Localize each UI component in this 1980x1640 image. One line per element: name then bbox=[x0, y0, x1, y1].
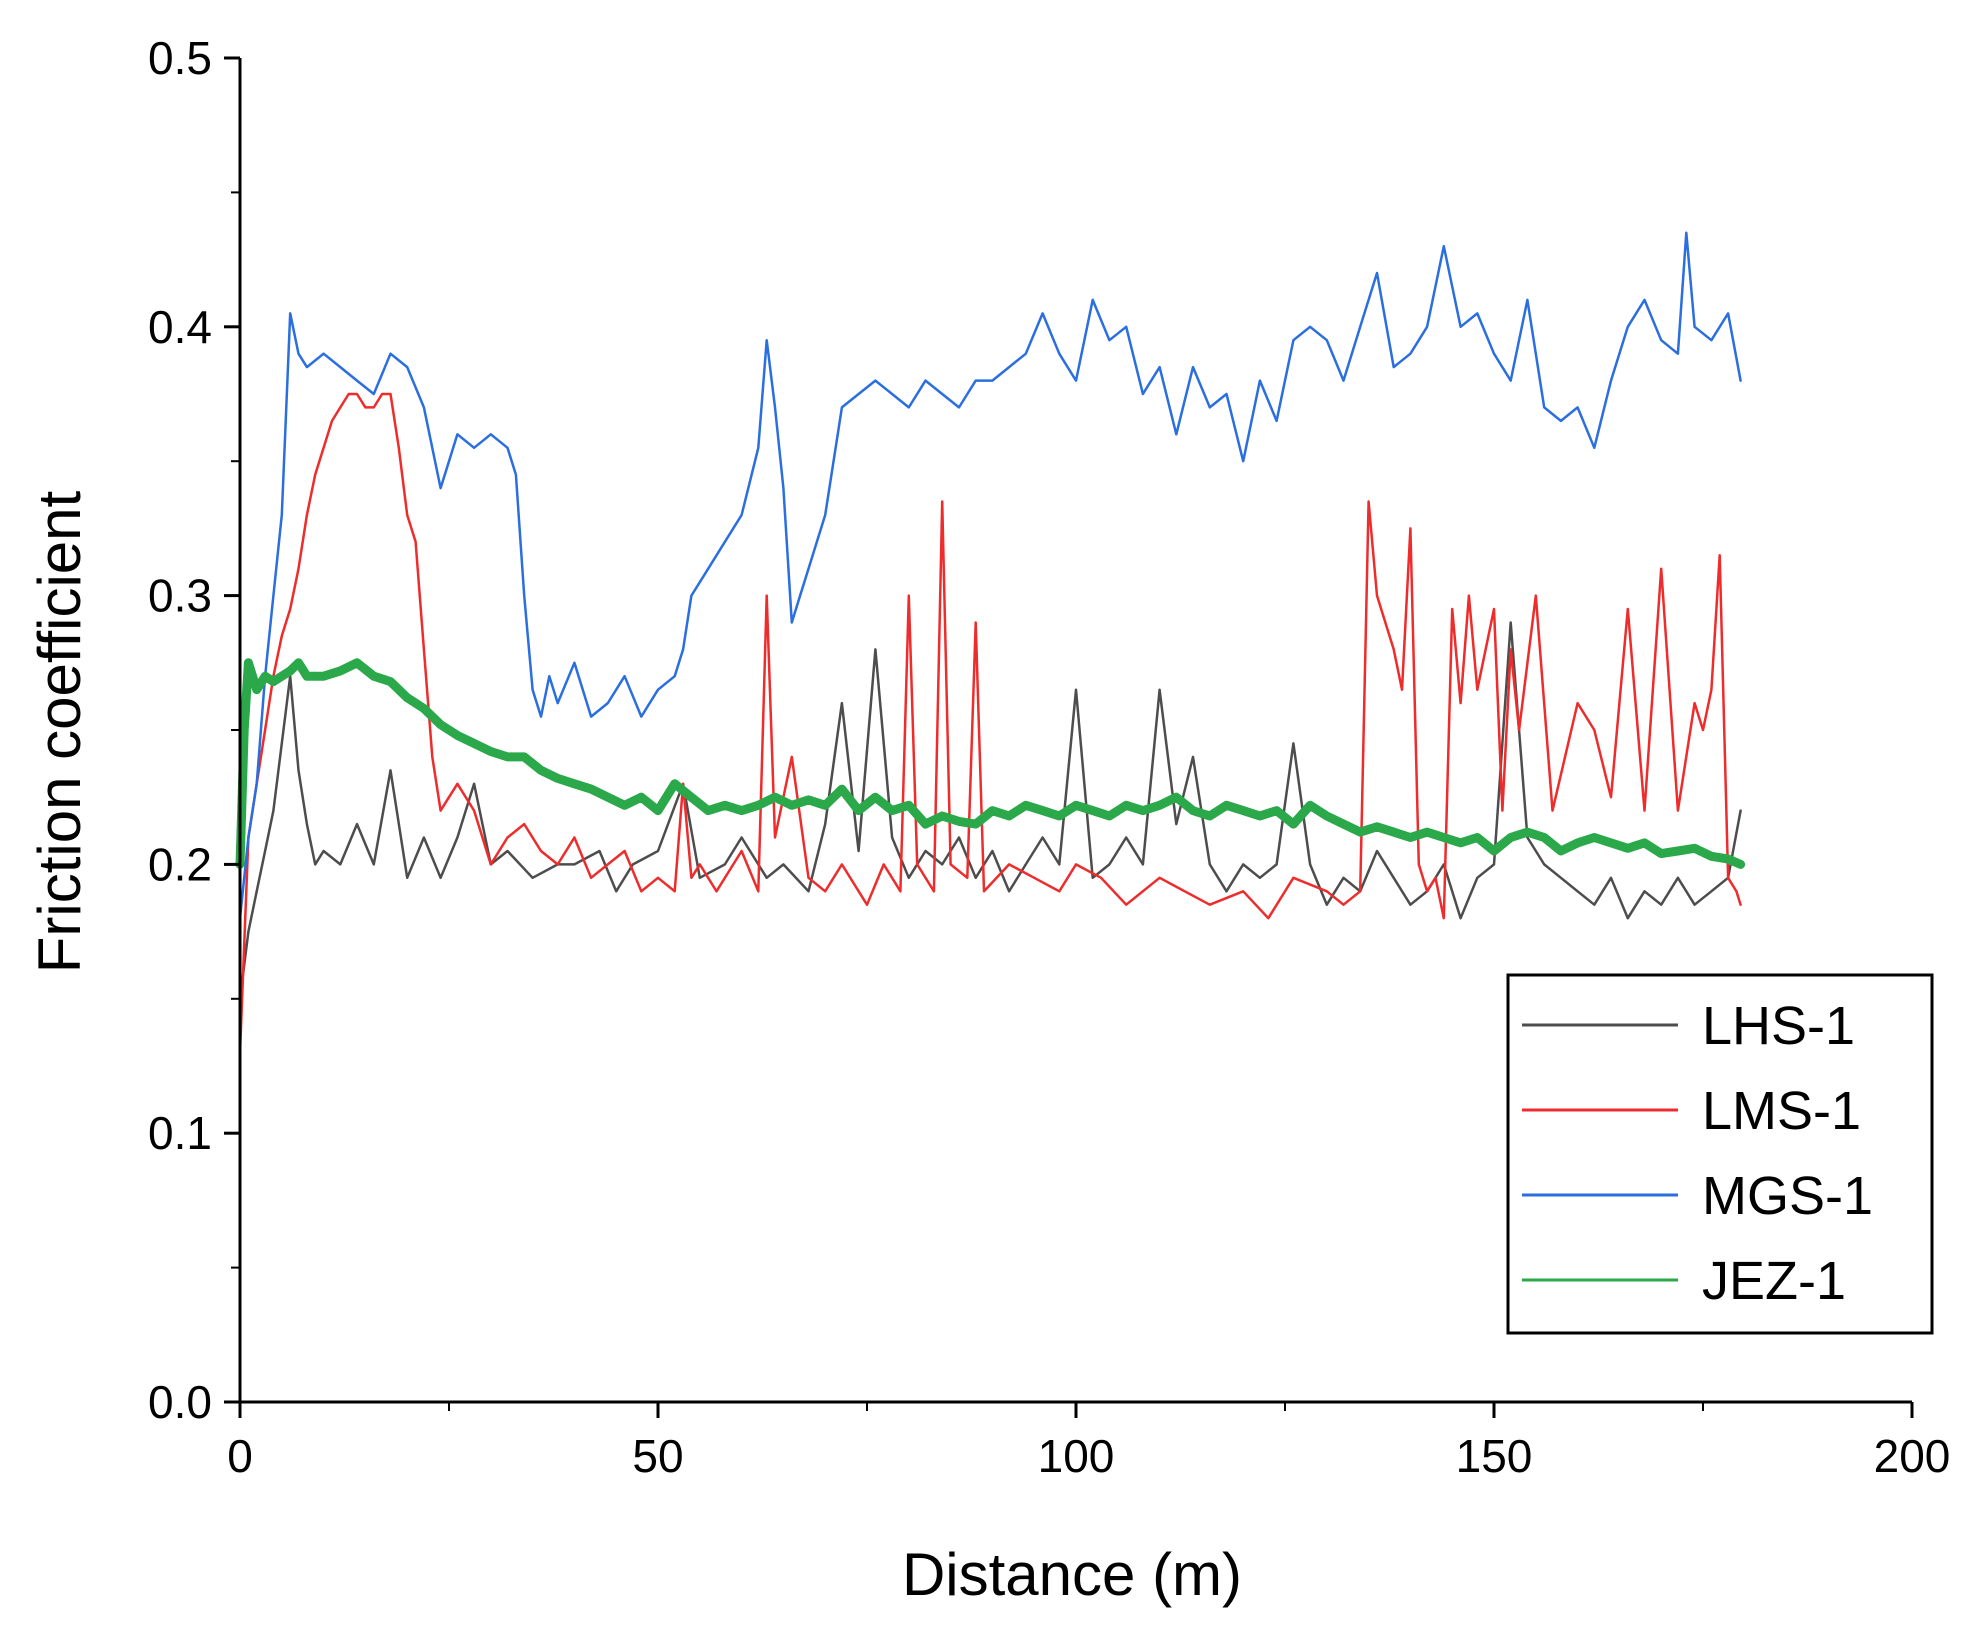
legend-label-lms-1: LMS-1 bbox=[1702, 1081, 1861, 1141]
y-tick-label: 0.4 bbox=[148, 301, 212, 353]
y-tick-label: 0.0 bbox=[148, 1376, 212, 1428]
legend-label-jez-1: JEZ-1 bbox=[1702, 1251, 1846, 1311]
y-tick-label: 0.3 bbox=[148, 570, 212, 622]
series-layer bbox=[235, 231, 1746, 1054]
legend-label-mgs-1: MGS-1 bbox=[1702, 1166, 1873, 1226]
legend: LHS-1 LMS-1 MGS-1 JEZ-1 bbox=[1506, 973, 1934, 1335]
x-tick-label: 200 bbox=[1874, 1430, 1951, 1482]
legend-label-lhs-1: LHS-1 bbox=[1702, 996, 1855, 1056]
y-tick-label: 0.1 bbox=[148, 1107, 212, 1159]
x-tick-label: 150 bbox=[1456, 1430, 1533, 1482]
y-tick-label: 0.5 bbox=[148, 32, 212, 84]
tick-labels: 0 50 100 150 200 0.0 0.1 0.2 0.3 0.4 0.5 bbox=[148, 32, 1950, 1482]
legend-frame bbox=[1506, 973, 1934, 1335]
series-line-mgs-1 bbox=[238, 231, 1742, 920]
axes bbox=[224, 56, 1914, 1418]
x-axis-title: Distance (m) bbox=[902, 1541, 1242, 1608]
x-tick-label: 0 bbox=[227, 1430, 253, 1482]
x-tick-label: 50 bbox=[632, 1430, 683, 1482]
series-line-jez-1 bbox=[235, 658, 1746, 869]
series-line-lms-1 bbox=[238, 392, 1742, 1054]
y-tick-label: 0.2 bbox=[148, 838, 212, 890]
x-tick-label: 100 bbox=[1038, 1430, 1115, 1482]
y-axis-title: Friction coefficient bbox=[26, 490, 93, 973]
